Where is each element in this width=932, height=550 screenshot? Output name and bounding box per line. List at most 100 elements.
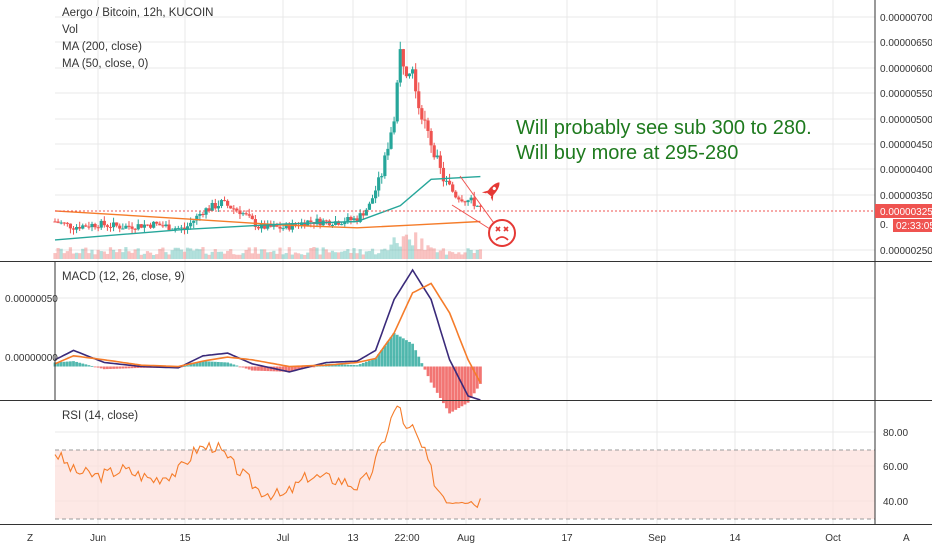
candle-body — [367, 203, 372, 210]
volume-bar — [189, 248, 193, 259]
study-ma200[interactable]: MA (200, close) — [62, 41, 142, 53]
macd-histogram-bar — [69, 361, 72, 367]
volume-bar — [380, 249, 384, 259]
macd-histogram-bar — [343, 364, 347, 367]
time-label: 17 — [561, 533, 573, 544]
candle-body — [53, 221, 57, 223]
macd-histogram-bar — [457, 366, 461, 409]
trend-line-lower[interactable] — [451, 204, 491, 230]
trend-line-down[interactable] — [459, 175, 497, 227]
candle-body — [349, 217, 353, 220]
macd-label[interactable]: MACD (12, 26, close, 9) — [62, 271, 185, 283]
volume-bar — [370, 248, 375, 259]
candle-body — [93, 223, 97, 228]
volume-bar — [429, 247, 433, 259]
candle-body — [475, 205, 479, 207]
volume-bar — [201, 247, 205, 259]
candle-body — [318, 218, 322, 226]
macd-histogram-bar — [290, 366, 294, 372]
candle-body — [222, 200, 227, 202]
rsi-tick: 60.00 — [883, 462, 908, 473]
candle-body — [469, 197, 473, 201]
volume-bar — [213, 249, 217, 259]
candle-body — [324, 220, 328, 222]
candle-body — [179, 227, 183, 229]
price-tick: 0.00000700 — [880, 13, 932, 24]
macd-histogram-bar — [207, 361, 211, 367]
macd-histogram-bar — [287, 366, 291, 372]
volume-bar — [337, 252, 341, 259]
volume-bar — [340, 251, 344, 259]
volume-bar — [284, 253, 288, 259]
volume-bar — [62, 253, 66, 259]
volume-bar — [466, 248, 470, 259]
volume-bar — [263, 249, 267, 259]
macd-histogram-bar — [361, 362, 365, 367]
candle-body — [185, 226, 190, 230]
candle-body — [192, 220, 196, 223]
candle-body — [118, 225, 122, 229]
volume-bar — [293, 252, 298, 259]
price-tick: 0.00000550 — [880, 89, 932, 100]
volume-bar — [198, 249, 202, 259]
volume-bar — [383, 248, 387, 259]
candle-body — [355, 218, 359, 222]
macd-histogram-bar — [87, 365, 91, 367]
sad-face-icon[interactable] — [488, 219, 516, 247]
macd-histogram-bar — [469, 366, 473, 398]
macd-histogram-bar — [472, 366, 476, 394]
candle-body — [59, 222, 63, 224]
countdown-tag — [893, 219, 932, 232]
symbol-title[interactable]: Aergo / Bitcoin, 12h, KUCOIN — [62, 7, 213, 19]
macd-histogram-bar — [253, 366, 257, 371]
macd-histogram-bar — [445, 366, 448, 409]
macd-histogram-bar — [420, 363, 424, 367]
candle-body — [238, 210, 242, 215]
volume-bar — [84, 247, 88, 259]
macd-histogram-bar — [340, 364, 344, 367]
study-ma50[interactable]: MA (50, close, 0) — [62, 58, 148, 70]
candle-body — [81, 225, 85, 229]
auto-scale-button[interactable]: A — [903, 533, 910, 544]
macd-line — [54, 268, 481, 401]
time-axis[interactable]: Jun 15 Jul 13 22:00 Aug 17 Sep 14 Oct — [90, 533, 841, 544]
macd-histogram-bar — [183, 366, 186, 367]
candle-body — [454, 191, 458, 198]
volume-bar — [352, 248, 356, 259]
volume-bar — [216, 251, 220, 259]
candle-body — [176, 228, 180, 230]
price-axis[interactable]: 0.00000700 0.00000650 0.00000600 0.00000… — [880, 13, 932, 257]
ma50-line — [54, 175, 481, 241]
study-vol[interactable]: Vol — [62, 24, 78, 36]
rocket-icon[interactable] — [481, 178, 505, 202]
volume-bar — [102, 251, 106, 259]
candle-body — [380, 176, 384, 178]
zoom-z-button[interactable]: Z — [27, 533, 33, 544]
candle-body — [401, 49, 405, 67]
candle-body — [392, 121, 396, 133]
rsi-label[interactable]: RSI (14, close) — [62, 410, 138, 422]
macd-histogram-bar — [460, 366, 464, 407]
macd-histogram-bar — [269, 366, 273, 372]
volume-bar — [290, 254, 294, 259]
candle-body — [414, 69, 418, 92]
volume-bar — [118, 249, 122, 259]
candle-body — [148, 224, 153, 228]
volume-bar — [247, 247, 251, 259]
candle-body — [432, 145, 436, 158]
volume-bar — [259, 249, 264, 259]
volume-bar — [324, 249, 328, 259]
macd-histogram-bar — [216, 361, 220, 367]
macd-histogram-bar — [349, 364, 353, 367]
candle-body — [330, 224, 335, 226]
volume-bar — [179, 249, 183, 259]
volume-bar — [463, 252, 467, 259]
macd-histogram-bar — [124, 366, 128, 369]
annotation-line-2[interactable]: Will buy more at 295-280 — [516, 142, 738, 164]
candle-body — [216, 206, 220, 209]
volume-bar — [306, 252, 310, 259]
macd-histogram-bar — [93, 366, 97, 368]
annotation-line-1[interactable]: Will probably see sub 300 to 280. — [516, 117, 812, 139]
macd-histogram-bar — [392, 333, 396, 367]
